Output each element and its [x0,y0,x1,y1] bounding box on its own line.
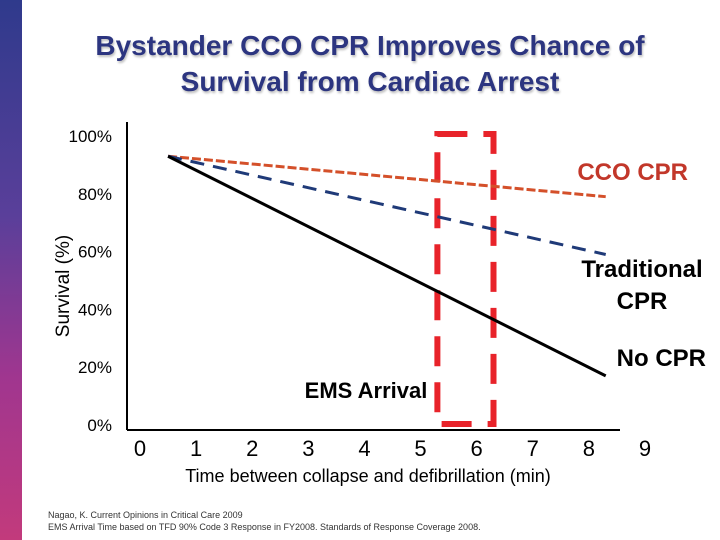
x-tick-label: 1 [190,436,202,461]
ems-arrival-label: EMS Arrival [305,378,428,403]
x-tick-label: 7 [527,436,539,461]
accent-side-bar [0,0,22,540]
series-label-traditional-cpr-line-2: CPR [617,288,668,315]
slide-title: Bystander CCO CPR Improves Chance of Sur… [40,28,700,100]
x-axis-label: Time between collapse and defibrillation… [185,466,551,486]
ems-arrival-window [434,131,497,427]
x-tick-label: 5 [414,436,426,461]
footnote-line-1: Nagao, K. Current Opinions in Critical C… [48,510,243,520]
footnote-line-2: EMS Arrival Time based on TFD 90% Code 3… [48,522,481,532]
x-tick-label: 4 [358,436,370,461]
x-tick-label: 6 [471,436,483,461]
chart-axes [126,122,620,431]
series-line-no-cpr [167,154,607,378]
y-tick-label: 0% [87,416,112,435]
y-tick-label: 60% [78,243,112,262]
x-tick-label: 3 [302,436,314,461]
y-tick-label: 40% [78,300,112,319]
title-line-2: Survival from Cardiac Arrest [180,66,560,97]
series-line-traditional-cpr [167,154,607,256]
y-tick-label: 80% [78,185,112,204]
series-label-traditional-cpr-line-1: Traditional [581,256,702,283]
title-line-1: Bystander CCO CPR Improves Chance of [95,30,645,61]
x-tick-label: 8 [583,436,595,461]
y-tick-label: 20% [78,358,112,377]
y-tick-label: 100% [69,127,112,146]
series-label-no-cpr: No CPR [617,345,706,372]
x-tick-label: 9 [639,436,651,461]
series-label-cco-cpr: CCO CPR [577,159,688,186]
x-tick-label: 2 [246,436,258,461]
series-line-cco-cpr [167,154,606,199]
x-tick-label: 0 [134,436,146,461]
